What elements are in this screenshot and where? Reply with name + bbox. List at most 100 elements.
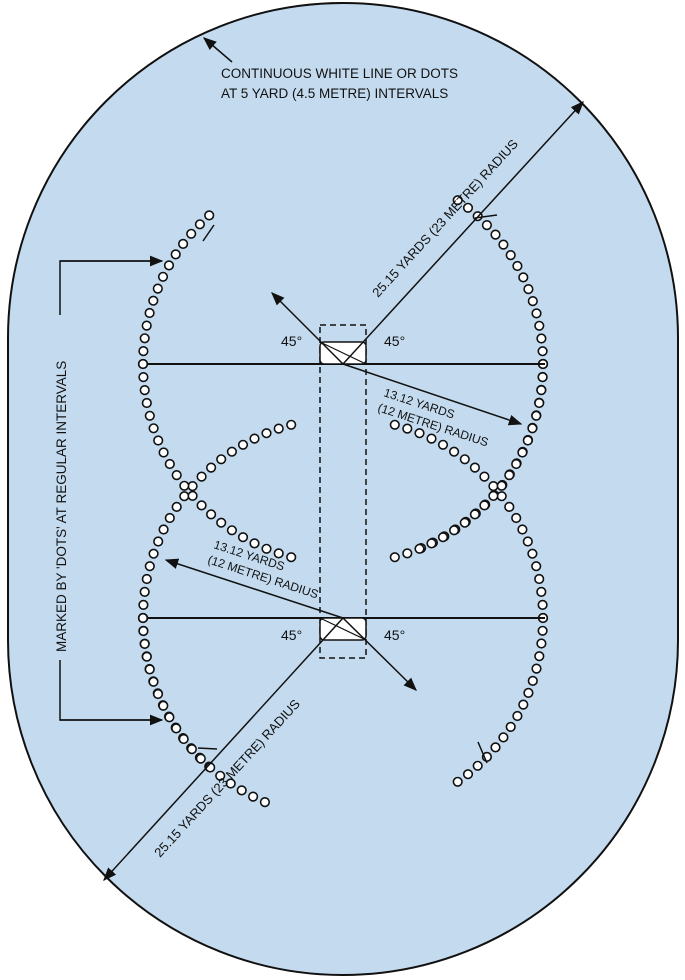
inner-left-arc-a-dot-marker-icon [148, 548, 159, 559]
top-right-large-arc-dot-marker-icon [527, 296, 538, 307]
inner-left-arc-a-dot-marker-icon [196, 471, 207, 482]
bottom-right-large-arc-dot-marker-icon [452, 776, 463, 787]
inner-left-arc-b-dot-marker-icon [286, 552, 297, 563]
inner-right-arc-a-dot-marker-icon [459, 454, 470, 465]
bottom-right-large-arc-dot-marker-icon [534, 651, 545, 662]
inner-right-arc-a-dot-marker-icon [522, 536, 533, 547]
dots-marking-label: MARKED BY 'DOTS' AT REGULAR INTERVALS [54, 361, 69, 652]
inner-left-arc-b-dot-marker-icon [226, 525, 237, 536]
bottom-right-large-arc-dot-marker-icon [523, 687, 534, 699]
tick-bottom-left [197, 747, 218, 750]
inner-left-arc-a-dot-marker-icon [141, 573, 152, 585]
bottom-right-large-arc-dot-marker-icon [498, 732, 509, 743]
inner-left-arc-b-dot-marker-icon [164, 458, 175, 470]
inner-right-arc-b-dot-marker-icon [537, 372, 548, 383]
inner-right-arc-b-dot-marker-icon [469, 509, 481, 520]
inner-right-arc-a-dot-marker-icon [511, 512, 522, 524]
boundary-label-line1: CONTINUOUS WHITE LINE OR DOTS [221, 66, 458, 81]
top-left-large-arc-dot-marker-icon [186, 228, 197, 239]
inner-right-arc-a-dot-marker-icon [402, 423, 413, 434]
inner-left-arc-a-dot-marker-icon [138, 599, 149, 611]
inner-right-arc-b-dot-marker-icon [437, 532, 449, 543]
top-right-large-arc-dot-marker-icon [512, 260, 523, 272]
top-left-large-arc-dot-marker-icon [170, 249, 181, 260]
top-left-large-arc-dot-marker-icon [139, 333, 150, 344]
inner-left-arc-b-dot-marker-icon [138, 372, 149, 383]
inner-left-arc-b-dot-marker-icon [144, 410, 155, 421]
inner-left-arc-a-dot-marker-icon [237, 439, 249, 450]
bottom-right-large-arc-dot-marker-icon [462, 769, 474, 780]
inner-left-arc-b-dot-marker-icon [206, 509, 217, 520]
inner-left-arc-b-dot-marker-icon [196, 500, 207, 511]
inner-right-arc-a-dot-marker-icon [536, 586, 547, 598]
inner-right-arc-a-dot-marker-icon [479, 471, 490, 482]
bottom-right-large-arc-dot-marker-icon [537, 625, 548, 636]
small-radius-arrow-top [342, 363, 523, 426]
bottom-left-upper-arc-dot-marker-icon [141, 651, 152, 662]
inner-left-arc-a-dot-marker-icon [206, 462, 217, 473]
inner-left-arc-a-dot-marker-icon [226, 446, 237, 457]
bottom-pitch-diagonal [319, 617, 367, 641]
inner-left-arc-b-dot-marker-icon [158, 447, 169, 458]
inner-right-arc-a-dot-marker-icon [534, 573, 545, 585]
bottom-45-arrow [342, 617, 417, 691]
pitch-guide-rectangle [319, 324, 367, 659]
large-radius-arrow-top [342, 101, 584, 365]
inner-right-arc-b-dot-marker-icon [522, 435, 533, 446]
inner-right-arc-a-dot-marker-icon [414, 428, 425, 439]
inner-right-arc-b-dot-marker-icon [426, 538, 437, 549]
top-right-large-arc-dot-marker-icon [462, 202, 474, 213]
top-left-large-arc-dot-marker-icon [138, 346, 149, 357]
bottom-right-large-arc-dot-marker-icon [531, 663, 542, 674]
bottom-left-upper-arc-dot-marker-icon [138, 625, 149, 637]
inner-left-arc-a-dot-marker-icon [137, 612, 149, 624]
inner-left-arc-b-dot-marker-icon [153, 435, 164, 446]
inner-left-arc-a-dot-marker-icon [261, 428, 272, 439]
tick-top-right [474, 214, 498, 219]
bottom-left-upper-arc-dot-marker-icon [248, 791, 259, 802]
inner-right-arc-a-dot-marker-icon [531, 561, 542, 572]
tick-top-left [202, 224, 215, 242]
bottom-left-upper-arc-dot-marker-icon [236, 785, 247, 796]
top-left-large-arc-dot-marker-icon [141, 320, 152, 331]
inner-left-arc-b-dot-marker-icon [141, 397, 152, 409]
bottom-left-upper-arc-dot-marker-icon [164, 712, 175, 723]
inner-left-arc-b-dot-marker-icon [273, 548, 284, 559]
inner-left-arc-a-dot-marker-icon [187, 481, 198, 492]
inner-left-arc-a-dot-marker-icon [164, 512, 175, 524]
inner-right-arc-b-dot-marker-icon [479, 500, 490, 511]
inner-right-arc-b-dot-marker-icon [534, 397, 545, 409]
angle-label-bottom-right: 45° [384, 627, 405, 643]
inner-right-arc-b-dot-marker-icon [414, 543, 425, 554]
inner-left-arc-a-dot-marker-icon [249, 433, 260, 444]
bottom-left-upper-arc-dot-marker-icon [171, 723, 182, 734]
inner-left-arc-a-dot-marker-icon [273, 423, 284, 434]
bottom-right-large-arc-dot-marker-icon [490, 742, 501, 753]
inner-left-arc-b-dot-marker-icon [216, 517, 227, 528]
top-right-large-arc-dot-marker-icon [481, 220, 493, 231]
top-right-large-arc-dot-marker-icon [537, 346, 548, 357]
inner-right-arc-b-dot-marker-icon [511, 458, 522, 470]
inner-left-arc-a-dot-marker-icon [216, 454, 227, 465]
top-right-large-arc-dot-marker-icon [534, 320, 545, 331]
tick-bottom-right [477, 741, 488, 764]
large-radius-arrow-bottom [103, 617, 344, 881]
bottom-left-upper-arc-dot-marker-icon [158, 700, 169, 711]
inner-right-arc-b-dot-marker-icon [402, 548, 413, 559]
inner-left-arc-a-dot-marker-icon [171, 501, 182, 513]
bottom-left-upper-arc-dot-marker-icon [225, 778, 236, 789]
bottom-right-large-arc-dot-marker-icon [512, 710, 523, 722]
inner-right-arc-a-dot-marker-icon [504, 501, 515, 513]
top-left-large-arc-dot-marker-icon [148, 295, 159, 306]
inner-right-arc-a-dot-marker-icon [488, 481, 499, 492]
inner-right-arc-b-dot-marker-icon [527, 423, 538, 434]
inner-left-arc-b-dot-marker-icon [261, 543, 272, 554]
inner-right-arc-a-dot-marker-icon [426, 433, 437, 444]
inner-left-arc-b-dot-marker-icon [237, 532, 249, 543]
inner-right-arc-b-dot-marker-icon [449, 525, 460, 536]
inner-right-arc-b-dot-marker-icon [536, 385, 547, 396]
boundary-callout-arrow [202, 37, 233, 63]
inner-left-arc-a-dot-marker-icon [179, 491, 190, 502]
top-left-large-arc-dot-marker-icon [163, 260, 175, 271]
